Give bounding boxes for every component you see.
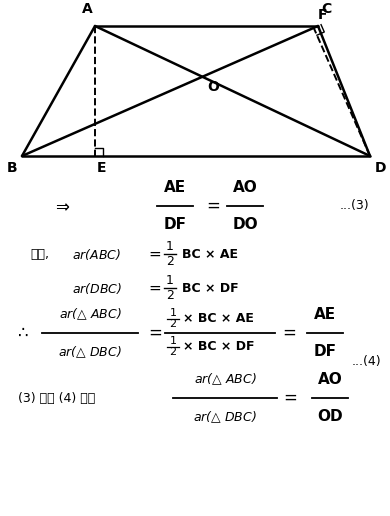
Text: DF: DF bbox=[163, 217, 186, 232]
Text: DO: DO bbox=[232, 217, 258, 232]
Text: $ar$(ABC): $ar$(ABC) bbox=[72, 247, 121, 262]
Text: 2: 2 bbox=[169, 319, 177, 329]
Text: $ar$(△ DBC): $ar$(△ DBC) bbox=[193, 409, 257, 425]
Text: $ar$(DBC): $ar$(DBC) bbox=[72, 281, 122, 296]
Text: B: B bbox=[6, 161, 17, 175]
Text: × BC × DF: × BC × DF bbox=[183, 341, 255, 353]
Text: 1: 1 bbox=[166, 274, 174, 287]
Text: × BC × AE: × BC × AE bbox=[183, 313, 254, 326]
Text: =: = bbox=[148, 281, 161, 296]
Text: OD: OD bbox=[317, 409, 343, 424]
Text: $ar$(△ ABC): $ar$(△ ABC) bbox=[194, 372, 256, 387]
Text: D: D bbox=[375, 161, 386, 175]
Text: =: = bbox=[206, 197, 220, 215]
Text: ...(3): ...(3) bbox=[340, 200, 370, 213]
Text: (3) और (4) से: (3) और (4) से bbox=[18, 392, 95, 405]
Text: A: A bbox=[82, 2, 93, 16]
Text: 1: 1 bbox=[170, 308, 177, 318]
Text: DF: DF bbox=[314, 344, 337, 359]
Text: BC × DF: BC × DF bbox=[182, 282, 239, 295]
Text: $\Rightarrow$: $\Rightarrow$ bbox=[52, 197, 70, 215]
Text: =: = bbox=[282, 324, 296, 342]
Text: E: E bbox=[97, 161, 106, 175]
Text: ∴: ∴ bbox=[18, 324, 28, 342]
Text: =: = bbox=[148, 247, 161, 262]
Text: BC × AE: BC × AE bbox=[182, 248, 238, 261]
Text: 2: 2 bbox=[169, 347, 177, 357]
Text: =: = bbox=[148, 324, 162, 342]
Text: =: = bbox=[283, 389, 297, 407]
Text: ...(4): ...(4) bbox=[352, 354, 382, 367]
Text: F: F bbox=[318, 8, 327, 22]
Text: O: O bbox=[207, 80, 219, 94]
Text: अब,: अब, bbox=[30, 248, 49, 261]
Text: 2: 2 bbox=[166, 289, 174, 302]
Text: AE: AE bbox=[314, 307, 336, 322]
Text: $ar$(△ DBC): $ar$(△ DBC) bbox=[58, 344, 122, 360]
Text: AO: AO bbox=[317, 372, 342, 387]
Text: C: C bbox=[321, 2, 331, 16]
Text: 1: 1 bbox=[166, 240, 174, 253]
Text: AE: AE bbox=[164, 180, 186, 195]
Text: 1: 1 bbox=[170, 336, 177, 346]
Text: $ar$(△ ABC): $ar$(△ ABC) bbox=[58, 307, 121, 322]
Text: AO: AO bbox=[232, 180, 257, 195]
Text: 2: 2 bbox=[166, 255, 174, 268]
